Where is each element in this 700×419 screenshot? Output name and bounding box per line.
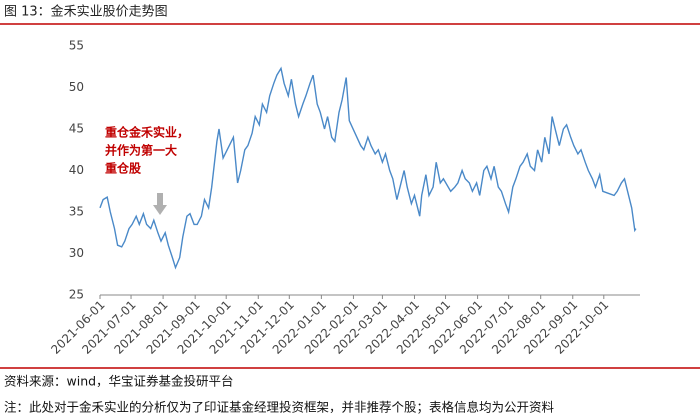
y-tick-label: 45: [69, 122, 84, 136]
annotation: 重仓股: [105, 161, 142, 176]
y-tick-label: 25: [69, 288, 84, 302]
annotation: 并作为第一大: [105, 143, 177, 158]
y-tick-label: 35: [69, 205, 84, 219]
source: 资料来源：wind，华宝证券基金投研平台: [4, 374, 234, 389]
chart-title: 图 13：金禾实业股价走势图: [4, 4, 168, 20]
note: 注：此处对于金禾实业的分析仅为了印证基金经理投资框架，并非推荐个股；表格信息均为…: [4, 400, 555, 415]
y-tick-label: 30: [69, 246, 84, 260]
y-tick-label: 40: [69, 163, 84, 177]
annotation: 重仓金禾实业，: [105, 125, 189, 140]
y-tick-label: 55: [69, 39, 84, 53]
arrow: [153, 193, 167, 215]
y-tick-label: 50: [69, 80, 84, 94]
price-line: [99, 66, 637, 270]
